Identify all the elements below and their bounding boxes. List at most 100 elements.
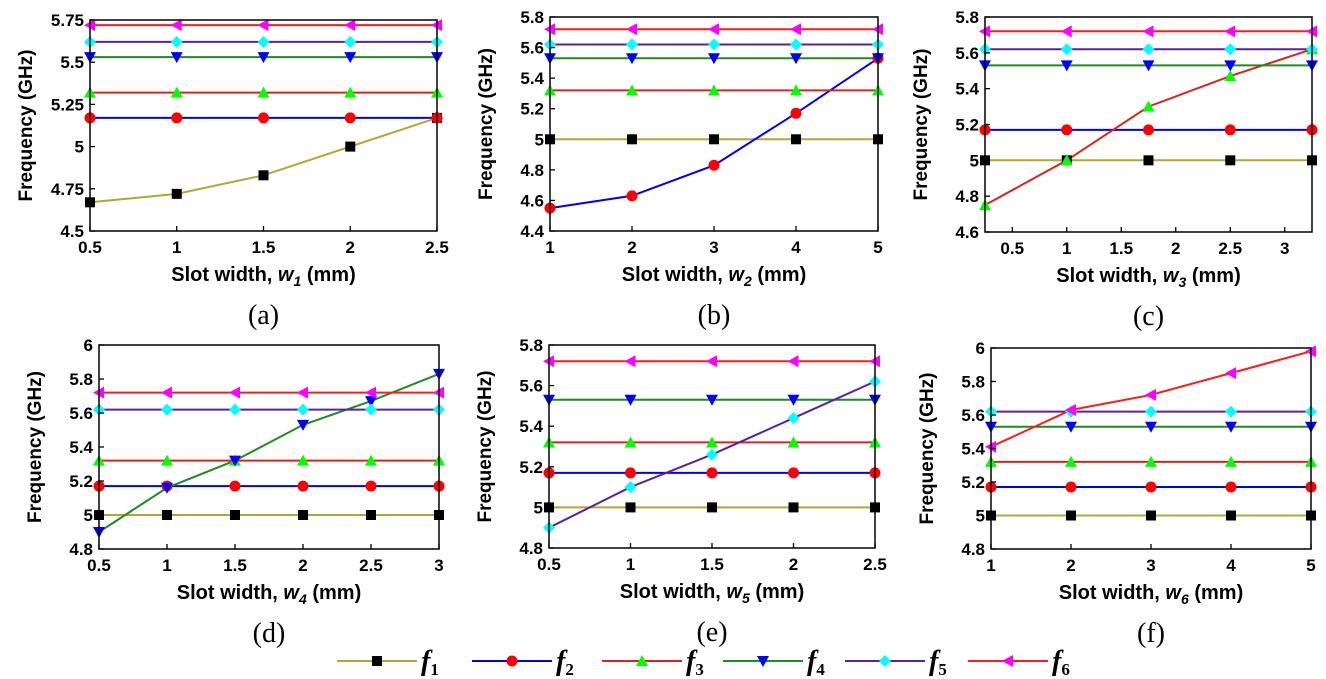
data-point-f5 [1145, 405, 1157, 418]
data-point-f3 [1065, 455, 1077, 467]
x-tick-label: 0.5 [78, 238, 102, 257]
data-point-f6 [787, 355, 799, 368]
data-point-f4 [706, 394, 718, 406]
x-tick-label: 2.5 [1218, 239, 1242, 258]
data-point-f6 [706, 355, 717, 368]
legend-marker [1002, 655, 1013, 667]
data-point-f4 [790, 53, 802, 65]
chart-panels: 0.5 1 1.5 2 2.54.54.7555.255.55.75Frequency … [16, 8, 1318, 649]
x-axis-label: Slot width, w2 (mm) [622, 264, 806, 289]
data-point-f1 [1066, 510, 1076, 521]
data-point-f6 [624, 355, 636, 368]
series-line-f4 [98, 372, 440, 533]
legend-marker [372, 656, 382, 666]
data-point-f6 [170, 19, 182, 32]
y-tick-label: 5.6 [69, 404, 93, 423]
data-point-f5 [708, 38, 720, 51]
y-tick-label: 5 [534, 498, 543, 517]
data-point-f6 [297, 386, 308, 399]
legend-label: f3 [686, 646, 704, 679]
legend-marker [636, 655, 648, 666]
y-tick-label: 6 [84, 336, 93, 355]
x-axis-label: Slot width, w3 (mm) [1056, 265, 1240, 290]
x-tick-label: 1.5 [1109, 239, 1133, 258]
data-point-f2 [1225, 481, 1237, 493]
data-point-f1 [230, 510, 240, 520]
data-point-f6 [790, 23, 801, 36]
y-tick-label: 4.8 [520, 161, 544, 180]
x-tick-label: 1 [626, 555, 635, 574]
data-point-f6 [1060, 25, 1072, 38]
data-point-f4 [626, 53, 638, 65]
panel-caption: (b) [698, 300, 731, 331]
y-tick-label: 5 [535, 130, 544, 149]
panel-caption: (c) [1133, 301, 1164, 332]
y-axis-label: Frequency (GHz) [475, 370, 496, 522]
x-tick-label: 1 [986, 556, 995, 575]
x-tick-label: 2.5 [359, 556, 383, 575]
x-tick-label: 3 [1280, 239, 1289, 258]
legend-item-f3: f3 [602, 646, 704, 679]
data-point-f5 [790, 38, 802, 51]
data-point-f5 [229, 403, 241, 416]
y-tick-label: 5.4 [961, 440, 985, 459]
y-tick-label: 5.8 [69, 370, 93, 389]
x-tick-label: 4 [791, 238, 801, 257]
panel-caption: (e) [696, 617, 727, 648]
chart-panel-d: 0.5 1 1.5 2 2.5 3 4.8 5 5.2 5.4 5.6 5.8 6 Frequency (… [25, 336, 445, 649]
legend-marker [757, 656, 769, 667]
data-point-f6 [1145, 388, 1156, 401]
data-point-f6 [708, 23, 719, 36]
y-tick-label: 5.4 [69, 438, 93, 457]
y-tick-label: 5.2 [69, 472, 93, 491]
x-tick-label: 1 [545, 238, 554, 257]
data-point-f4 [1142, 60, 1155, 72]
data-point-f3 [624, 436, 637, 448]
data-point-f3 [1224, 70, 1237, 82]
data-point-f6 [229, 386, 240, 399]
legend-label: f1 [421, 646, 439, 679]
y-tick-label: 5.6 [955, 44, 979, 63]
data-point-f2 [171, 112, 183, 124]
data-point-f1 [1143, 155, 1154, 166]
data-point-f5 [1224, 43, 1237, 56]
legend-label: f4 [807, 646, 825, 679]
data-point-f1 [707, 502, 717, 513]
x-tick-label: 3 [709, 238, 718, 257]
data-point-f6 [257, 19, 269, 32]
y-axis-label: Frequency (GHz) [25, 371, 46, 523]
data-point-f5 [365, 403, 377, 416]
x-tick-label: 2 [346, 238, 355, 257]
legend-marker [879, 655, 891, 667]
y-tick-label: 5.8 [520, 8, 544, 27]
data-point-f6 [365, 386, 376, 399]
y-axis-label: Frequency (GHz) [917, 372, 938, 524]
data-point-f4 [1225, 421, 1237, 433]
y-tick-label: 4.8 [69, 540, 93, 559]
y-tick-label: 5.6 [519, 377, 543, 396]
y-tick-label: 5.4 [955, 80, 979, 99]
data-point-f3 [161, 454, 173, 466]
y-tick-label: 5 [976, 507, 985, 526]
data-point-f5 [257, 35, 270, 48]
y-tick-label: 5.5 [60, 53, 84, 72]
y-tick-label: 5.2 [519, 458, 543, 477]
chart-panel-c: 0.5 1 1.5 2 2.5 3 4.6 4.8 5 5.2 5.4 5.6 5.8 Frequency… [911, 8, 1318, 332]
y-tick-label: 5.4 [519, 417, 543, 436]
legend-label: f2 [556, 646, 574, 679]
data-point-f6 [1065, 403, 1076, 416]
x-tick-label: 1.5 [700, 555, 724, 574]
x-tick-label: 1 [1062, 239, 1071, 258]
series-line-f2 [549, 57, 879, 210]
data-point-f3 [787, 436, 800, 448]
x-tick-label: 3 [1146, 556, 1155, 575]
legend-label: f6 [1052, 646, 1070, 679]
data-point-f5 [706, 448, 718, 461]
chart-panel-a: 0.5 1 1.5 2 2.5 4.5 4.75 5 5.25 5.5 5.75 Frequency … [16, 11, 449, 331]
data-point-f6 [1142, 25, 1154, 38]
data-point-f4 [229, 455, 241, 467]
x-tick-label: 4 [1226, 556, 1236, 575]
data-point-f5 [161, 403, 173, 416]
data-point-f1 [171, 188, 182, 199]
